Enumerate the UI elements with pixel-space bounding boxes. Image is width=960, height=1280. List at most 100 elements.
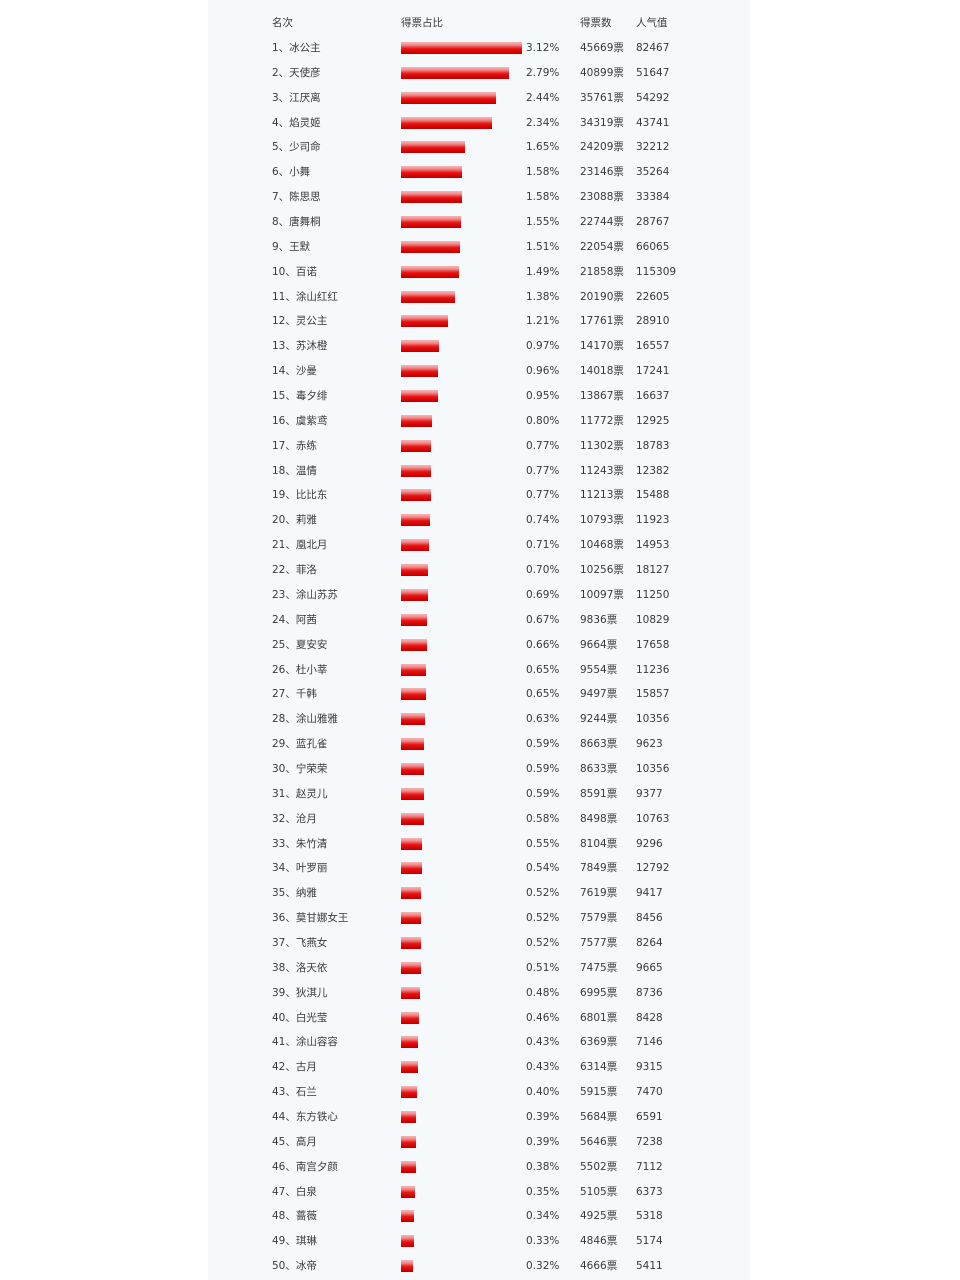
rank-name: 21、凰北月 [272, 539, 328, 552]
share-bar [401, 613, 427, 626]
vote-count: 40899票 [580, 66, 624, 79]
vote-count: 7475票 [580, 961, 618, 974]
rank-name: 25、夏安安 [272, 638, 328, 651]
rank-name: 17、赤练 [272, 439, 317, 452]
share-percent: 0.71% [526, 539, 560, 552]
vote-count: 24209票 [580, 141, 624, 154]
vote-count: 34319票 [580, 116, 624, 129]
share-bar [401, 1185, 415, 1198]
rank-name: 50、冰帝 [272, 1260, 317, 1273]
popularity-value: 9417 [636, 887, 663, 900]
share-bar [401, 713, 426, 726]
popularity-value: 7146 [636, 1036, 663, 1049]
share-percent: 0.58% [526, 812, 560, 825]
share-percent: 0.33% [526, 1235, 560, 1248]
share-bar [401, 663, 427, 676]
share-percent: 0.80% [526, 414, 560, 427]
popularity-value: 8264 [636, 936, 663, 949]
share-percent: 0.74% [526, 514, 560, 527]
rank-name: 18、温情 [272, 464, 317, 477]
share-bar [401, 588, 428, 601]
share-percent: 1.21% [526, 315, 560, 328]
share-bar [401, 986, 420, 999]
share-bar [401, 837, 423, 850]
share-percent: 0.96% [526, 365, 560, 378]
rank-name: 40、白光莹 [272, 1011, 328, 1024]
rank-name: 22、菲洛 [272, 564, 317, 577]
vote-count: 10097票 [580, 588, 624, 601]
vote-count: 22054票 [580, 240, 624, 253]
popularity-value: 10356 [636, 762, 670, 775]
share-percent: 0.67% [526, 613, 560, 626]
share-percent: 0.43% [526, 1036, 560, 1049]
share-bar [401, 912, 422, 925]
vote-count: 5105票 [580, 1185, 618, 1198]
vote-count: 11302票 [580, 439, 624, 452]
rank-name: 48、蔷薇 [272, 1210, 317, 1223]
share-bar [401, 1086, 417, 1099]
rank-name: 4、焰灵姬 [272, 116, 321, 129]
rank-name: 8、唐舞桐 [272, 216, 321, 229]
popularity-value: 66065 [636, 240, 670, 253]
rank-name: 36、莫甘娜女王 [272, 912, 349, 925]
share-bar [401, 116, 492, 129]
rank-name: 7、陈思思 [272, 191, 321, 204]
rank-name: 46、南宫夕颜 [272, 1160, 338, 1173]
vote-count: 11772票 [580, 414, 624, 427]
share-bar [401, 514, 430, 527]
vote-count: 9836票 [580, 613, 618, 626]
rank-name: 38、洛天依 [272, 961, 328, 974]
share-bar [401, 42, 523, 54]
share-bar [401, 961, 421, 974]
popularity-value: 9315 [636, 1061, 663, 1074]
popularity-value: 11236 [636, 663, 670, 676]
rank-name: 29、蓝孔雀 [272, 738, 328, 751]
vote-count: 23146票 [580, 166, 624, 179]
vote-count: 35761票 [580, 91, 624, 104]
vote-count: 7577票 [580, 936, 618, 949]
share-percent: 0.52% [526, 936, 560, 949]
popularity-value: 15857 [636, 688, 670, 701]
rank-name: 26、杜小莘 [272, 663, 328, 676]
popularity-value: 28767 [636, 216, 670, 229]
popularity-value: 12382 [636, 464, 670, 477]
vote-count: 6801票 [580, 1011, 618, 1024]
share-percent: 0.46% [526, 1011, 560, 1024]
share-bar [401, 390, 438, 403]
rank-name: 1、冰公主 [272, 42, 321, 54]
popularity-value: 17658 [636, 638, 670, 651]
share-bar [401, 290, 455, 303]
vote-count: 8663票 [580, 738, 618, 751]
vote-count: 13867票 [580, 390, 624, 403]
rank-name: 47、白泉 [272, 1185, 317, 1198]
share-percent: 0.77% [526, 489, 560, 502]
rank-name: 13、苏沐橙 [272, 340, 328, 353]
rank-name: 34、叶罗丽 [272, 862, 328, 875]
rank-name: 44、东方铁心 [272, 1110, 338, 1123]
share-bar [401, 166, 463, 179]
share-percent: 1.65% [526, 141, 560, 154]
vote-count: 20190票 [580, 290, 624, 303]
share-bar [401, 738, 424, 751]
popularity-value: 9623 [636, 738, 663, 751]
share-bar [401, 1011, 419, 1024]
share-percent: 0.63% [526, 713, 560, 726]
share-percent: 1.58% [526, 191, 560, 204]
vote-count: 5646票 [580, 1135, 618, 1148]
share-bar [401, 1210, 415, 1223]
share-bar [401, 1061, 418, 1074]
share-percent: 2.79% [526, 66, 560, 79]
share-percent: 3.12% [526, 42, 560, 54]
header-votes: 得票数 [580, 17, 612, 29]
rank-name: 41、涂山容容 [272, 1036, 338, 1049]
popularity-value: 14953 [636, 539, 670, 552]
share-bar [401, 688, 427, 701]
share-bar [401, 638, 427, 651]
popularity-value: 8736 [636, 986, 663, 999]
popularity-value: 82467 [636, 42, 670, 54]
share-percent: 0.32% [526, 1260, 560, 1273]
share-bar [401, 564, 429, 577]
share-bar [401, 216, 462, 229]
popularity-value: 32212 [636, 141, 670, 154]
share-bar [401, 141, 466, 154]
